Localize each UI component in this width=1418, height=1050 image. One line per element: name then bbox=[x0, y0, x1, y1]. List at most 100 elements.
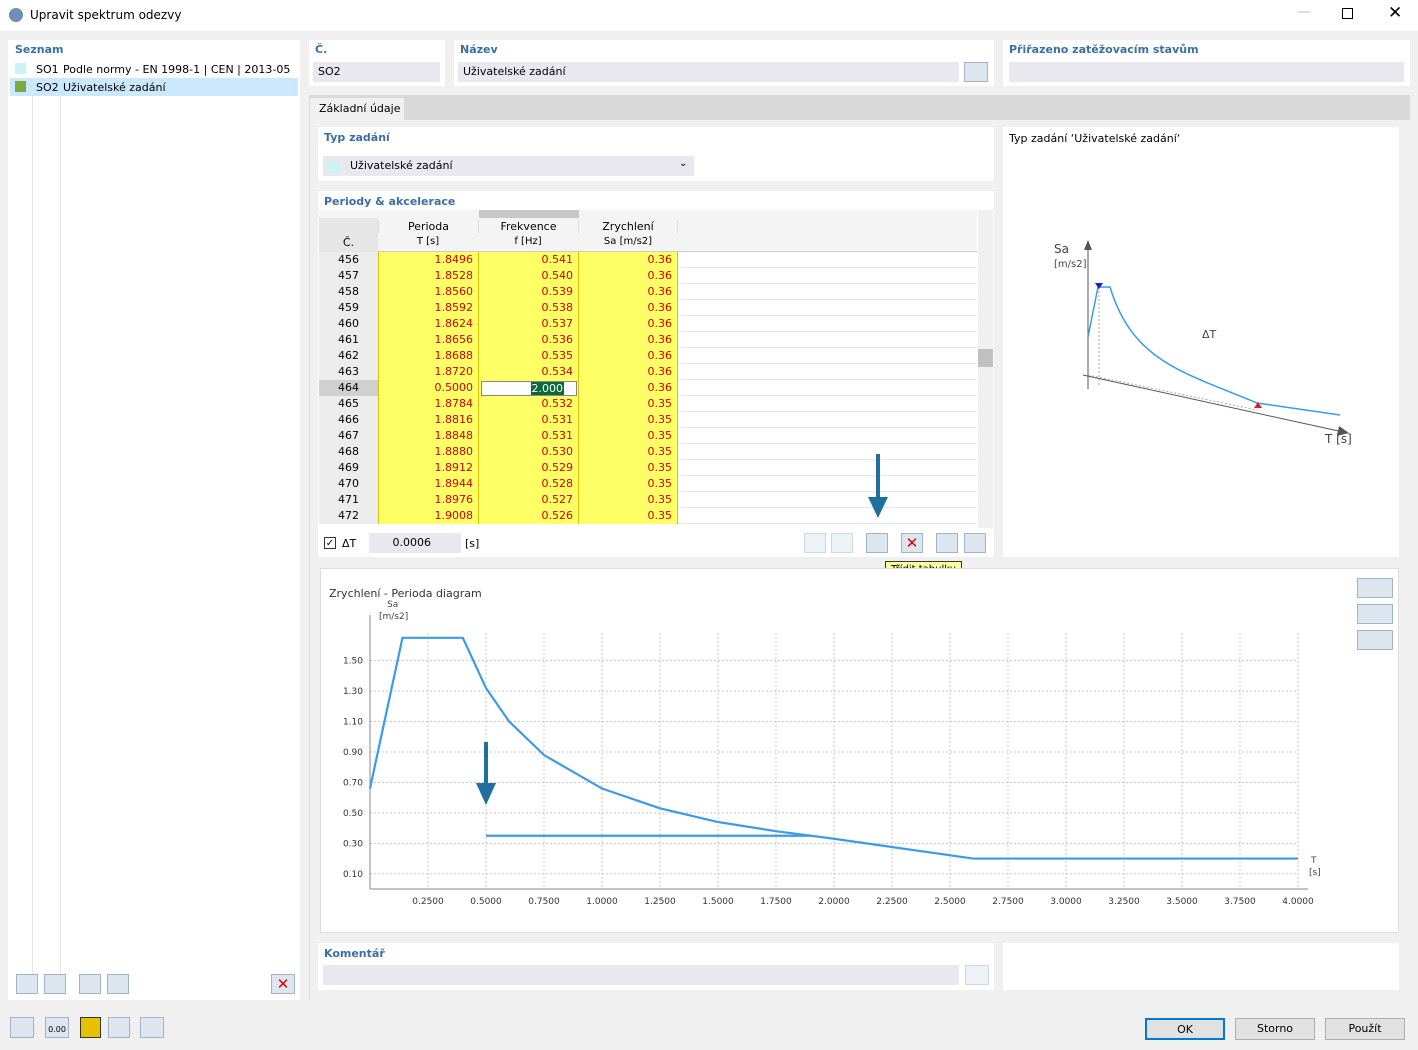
sort-button[interactable] bbox=[866, 533, 888, 553]
table-cell[interactable]: 1.8656 bbox=[378, 332, 478, 348]
assigned-field[interactable] bbox=[1009, 62, 1404, 82]
row-number[interactable]: 466 bbox=[319, 412, 378, 428]
table-cell[interactable]: 0.36 bbox=[578, 332, 678, 348]
table-cell[interactable]: 1.8880 bbox=[378, 444, 478, 460]
table-cell[interactable]: 0.535 bbox=[478, 348, 578, 364]
color-button[interactable] bbox=[80, 1017, 101, 1038]
table-cell[interactable]: 0.527 bbox=[478, 492, 578, 508]
table-cell[interactable]: 0.35 bbox=[578, 412, 678, 428]
row-number[interactable]: 459 bbox=[319, 300, 378, 316]
table-cell[interactable]: 0.530 bbox=[478, 444, 578, 460]
ok-button[interactable]: OK bbox=[1145, 1018, 1225, 1040]
table-cell[interactable]: 0.35 bbox=[578, 428, 678, 444]
table-cell[interactable]: 0.36 bbox=[578, 316, 678, 332]
row-number[interactable]: 472 bbox=[319, 508, 378, 524]
table-cell[interactable]: 0.526 bbox=[478, 508, 578, 524]
delete-button[interactable]: ✕ bbox=[271, 974, 295, 994]
table-cell[interactable]: 1.8912 bbox=[378, 460, 478, 476]
step-checkbox[interactable]: ✓ bbox=[324, 537, 336, 549]
table-cell[interactable]: 1.9008 bbox=[378, 508, 478, 524]
view-button[interactable] bbox=[108, 1017, 130, 1038]
table-cell[interactable]: 0.35 bbox=[578, 396, 678, 412]
row-number[interactable]: 471 bbox=[319, 492, 378, 508]
table-row[interactable]: 465 1.8784 0.532 0.35 bbox=[319, 396, 977, 412]
tab[interactable]: Základní údaje bbox=[310, 98, 404, 120]
delete-rows-button[interactable]: ✕ bbox=[901, 533, 923, 553]
table-row[interactable]: 472 1.9008 0.526 0.35 bbox=[319, 508, 977, 524]
table-cell[interactable]: 1.8688 bbox=[378, 348, 478, 364]
table-row[interactable]: 457 1.8528 0.540 0.36 bbox=[319, 268, 977, 284]
table-cell[interactable]: 0.536 bbox=[478, 332, 578, 348]
apply-button[interactable]: Použít bbox=[1325, 1018, 1405, 1040]
row-number[interactable]: 461 bbox=[319, 332, 378, 348]
chart-tool-button[interactable] bbox=[1357, 604, 1393, 624]
table-cell[interactable]: 0.36 bbox=[578, 348, 678, 364]
input-type-select[interactable]: Uživatelské zadání bbox=[323, 156, 694, 176]
table-row[interactable]: 469 1.8912 0.529 0.35 bbox=[319, 460, 977, 476]
close[interactable]: ✕ bbox=[1388, 3, 1403, 23]
table-cell[interactable]: 0.531 bbox=[478, 428, 578, 444]
table-cell[interactable]: 0.36 bbox=[578, 252, 678, 268]
table-row[interactable]: 466 1.8816 0.531 0.35 bbox=[319, 412, 977, 428]
table-cell[interactable]: 0.35 bbox=[578, 492, 678, 508]
save-button[interactable] bbox=[831, 533, 853, 553]
row-number[interactable]: 467 bbox=[319, 428, 378, 444]
step-field[interactable]: 0.0006 bbox=[369, 533, 461, 553]
table-cell[interactable]: 0.36 bbox=[578, 380, 678, 396]
table-cell[interactable]: 0.534 bbox=[478, 364, 578, 380]
table-cell[interactable]: 1.8816 bbox=[378, 412, 478, 428]
comment-button[interactable] bbox=[965, 965, 989, 985]
list-item-selected[interactable]: SO2 Uživatelské zadání bbox=[10, 78, 298, 96]
number-field[interactable]: SO2 bbox=[313, 62, 440, 82]
check-button[interactable] bbox=[79, 974, 101, 994]
excel-export-button[interactable] bbox=[936, 533, 958, 553]
table-row[interactable]: 470 1.8944 0.528 0.35 bbox=[319, 476, 977, 492]
row-number[interactable]: 465 bbox=[319, 396, 378, 412]
table-cell[interactable]: 0.538 bbox=[478, 300, 578, 316]
list-item[interactable]: SO1 Podle normy - EN 1998-1 | CEN | 2013… bbox=[10, 60, 298, 78]
table-row[interactable]: 460 1.8624 0.537 0.36 bbox=[319, 316, 977, 332]
row-number[interactable]: 456 bbox=[319, 252, 378, 268]
table-cell[interactable]: 1.8560 bbox=[378, 284, 478, 300]
table-cell[interactable]: 0.532 bbox=[478, 396, 578, 412]
table-cell[interactable]: 1.8848 bbox=[378, 428, 478, 444]
table-cell[interactable]: 0.5000 bbox=[378, 380, 478, 396]
copy-button[interactable] bbox=[44, 974, 66, 994]
table-cell[interactable]: 0.36 bbox=[578, 300, 678, 316]
scrollbar[interactable] bbox=[978, 210, 993, 528]
table-cell[interactable]: 2.000 bbox=[478, 380, 578, 396]
excel-import-button[interactable] bbox=[964, 533, 986, 553]
new-button[interactable] bbox=[16, 974, 38, 994]
formula-button[interactable] bbox=[140, 1017, 164, 1038]
table-cell[interactable]: 1.8496 bbox=[378, 252, 478, 268]
table-cell[interactable]: 1.8528 bbox=[378, 268, 478, 284]
row-number[interactable]: 458 bbox=[319, 284, 378, 300]
row-number[interactable]: 468 bbox=[319, 444, 378, 460]
units-button[interactable]: 0.00 bbox=[45, 1017, 69, 1038]
table-cell[interactable]: 0.529 bbox=[478, 460, 578, 476]
table-cell[interactable]: 0.541 bbox=[478, 252, 578, 268]
table-cell[interactable]: 0.35 bbox=[578, 444, 678, 460]
table-cell[interactable]: 0.36 bbox=[578, 268, 678, 284]
uncheck-button[interactable] bbox=[107, 974, 129, 994]
table-cell[interactable]: 0.528 bbox=[478, 476, 578, 492]
row-number[interactable]: 457 bbox=[319, 268, 378, 284]
maximize[interactable] bbox=[1342, 8, 1353, 19]
table-cell[interactable]: 1.8720 bbox=[378, 364, 478, 380]
table-row[interactable]: 463 1.8720 0.534 0.36 bbox=[319, 364, 977, 380]
table-row[interactable]: 471 1.8976 0.527 0.35 bbox=[319, 492, 977, 508]
row-number[interactable]: 469 bbox=[319, 460, 378, 476]
table-row[interactable]: 468 1.8880 0.530 0.35 bbox=[319, 444, 977, 460]
cancel-button[interactable]: Storno bbox=[1235, 1018, 1315, 1040]
row-number[interactable]: 462 bbox=[319, 348, 378, 364]
name-field[interactable]: Uživatelské zadání bbox=[458, 62, 959, 82]
table-row[interactable]: 467 1.8848 0.531 0.35 bbox=[319, 428, 977, 444]
table-cell[interactable]: 0.537 bbox=[478, 316, 578, 332]
table-cell[interactable]: 0.36 bbox=[578, 364, 678, 380]
table-cell[interactable]: 0.36 bbox=[578, 284, 678, 300]
import-button[interactable] bbox=[804, 533, 826, 553]
row-number[interactable]: 463 bbox=[319, 364, 378, 380]
table-cell[interactable]: 1.8944 bbox=[378, 476, 478, 492]
table-row[interactable]: 456 1.8496 0.541 0.36 bbox=[319, 252, 977, 268]
edit-name-button[interactable] bbox=[964, 62, 988, 82]
